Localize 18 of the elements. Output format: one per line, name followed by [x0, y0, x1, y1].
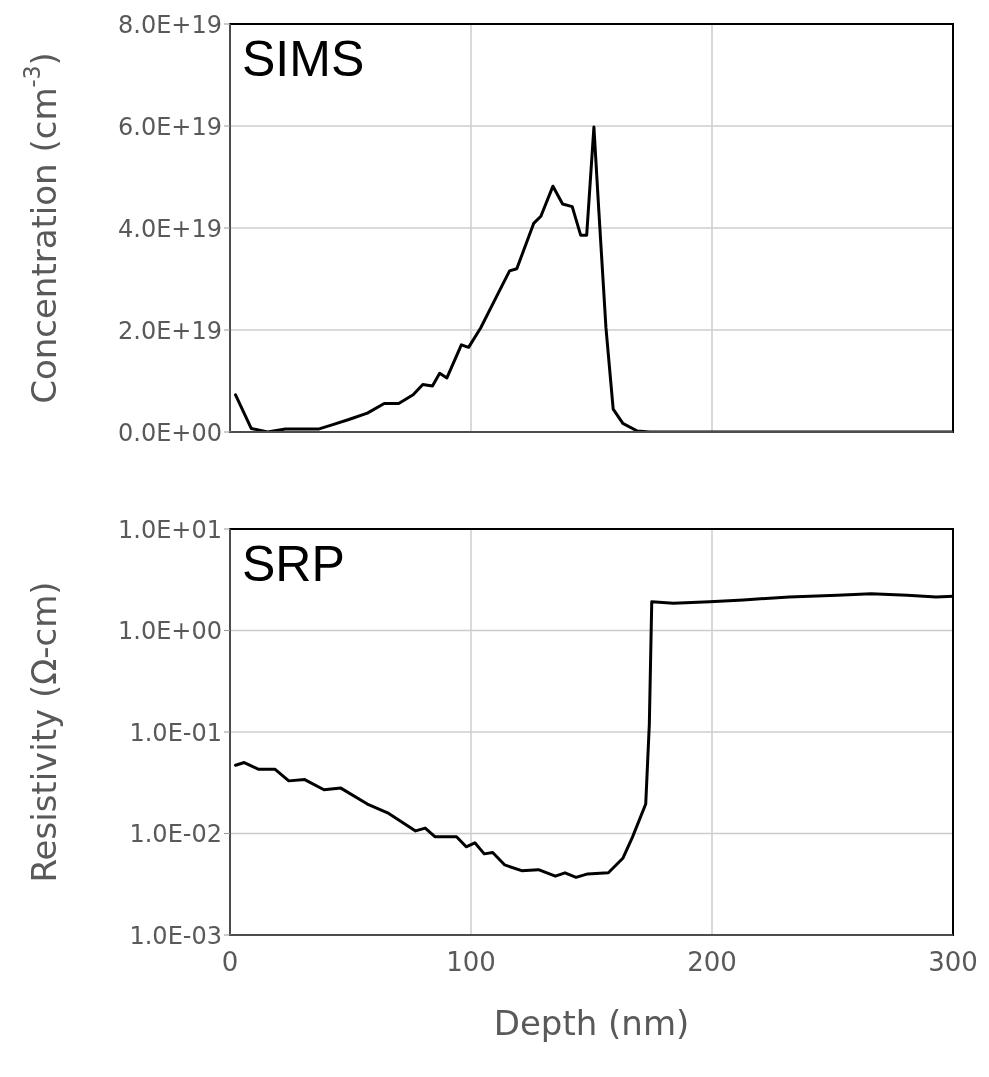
y-tick-label: 1.0E-01 — [129, 718, 222, 747]
y-tick-label: 0.0E+00 — [118, 418, 222, 447]
annotation: SIMS — [242, 31, 365, 87]
y-tick-label: 6.0E+19 — [118, 112, 222, 141]
y-tick-label: 1.0E+00 — [118, 617, 222, 646]
y-tick-label: 2.0E+19 — [118, 316, 222, 345]
x-tick-label: 200 — [687, 947, 737, 978]
x-tick-label: 100 — [446, 947, 496, 978]
y-tick-label: 1.0E+01 — [118, 515, 222, 544]
y-tick-label: 4.0E+19 — [118, 214, 222, 243]
x-tick-label: 0 — [221, 947, 239, 978]
y-axis-title: Resistivity (Ω-cm) — [23, 581, 64, 883]
y-tick-label: 1.0E-03 — [129, 921, 222, 950]
y-tick-label: 8.0E+19 — [118, 10, 222, 39]
x-axis-title: Depth (nm) — [493, 1003, 690, 1043]
y-tick-label: 1.0E-02 — [129, 820, 222, 849]
annotation: SRP — [242, 536, 345, 592]
x-tick-label: 300 — [928, 947, 978, 978]
